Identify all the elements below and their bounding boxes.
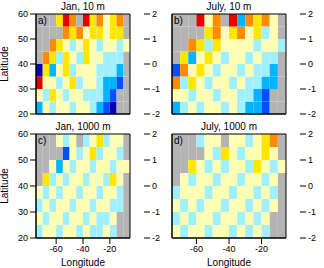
- html-text:Jan, 10 m: Jan, 10 m: [61, 1, 105, 12]
- svg-text:-60: -60: [190, 244, 203, 254]
- html-text:c): c): [38, 135, 47, 146]
- svg-text:-1: -1: [152, 207, 160, 217]
- svg-text:60: 60: [18, 9, 28, 19]
- svg-text:Latitude: Latitude: [8, 168, 10, 204]
- svg-text:40: 40: [18, 59, 28, 69]
- svg-text:50: 50: [18, 155, 28, 165]
- html-text:July, 1000 m: July, 1000 m: [201, 121, 257, 132]
- svg-text:Latitude: Latitude: [8, 46, 10, 82]
- svg-text:30: 30: [18, 84, 28, 94]
- svg-text:20: 20: [18, 109, 28, 119]
- html-text:b): b): [174, 15, 183, 26]
- svg-text:-2: -2: [152, 233, 160, 243]
- svg-text:Longitude: Longitude: [61, 257, 105, 268]
- svg-text:20: 20: [18, 233, 28, 243]
- html-text:a): a): [38, 15, 47, 26]
- svg-text:-20: -20: [255, 244, 268, 254]
- svg-text:1: 1: [308, 155, 313, 165]
- svg-text:-2: -2: [152, 109, 160, 119]
- svg-text:-2: -2: [308, 233, 316, 243]
- svg-text:50: 50: [18, 34, 28, 44]
- svg-text:-40: -40: [222, 244, 235, 254]
- svg-text:-2: -2: [308, 109, 316, 119]
- svg-text:0: 0: [152, 181, 157, 191]
- svg-text:0: 0: [308, 59, 313, 69]
- svg-text:1: 1: [308, 34, 313, 44]
- svg-text:1: 1: [152, 34, 157, 44]
- svg-text:0: 0: [308, 181, 313, 191]
- svg-text:-1: -1: [308, 207, 316, 217]
- html-text:Jan, 1000 m: Jan, 1000 m: [55, 121, 111, 132]
- svg-text:0: 0: [152, 59, 157, 69]
- svg-text:60: 60: [18, 129, 28, 139]
- svg-text:-40: -40: [76, 244, 89, 254]
- svg-text:2: 2: [152, 129, 157, 139]
- svg-text:1: 1: [152, 155, 157, 165]
- html-text:July, 10 m: July, 10 m: [206, 1, 252, 12]
- svg-text:40: 40: [18, 181, 28, 191]
- svg-text:-1: -1: [152, 84, 160, 94]
- html-text:d): d): [174, 135, 183, 146]
- svg-text:2: 2: [308, 129, 313, 139]
- svg-text:30: 30: [18, 207, 28, 217]
- svg-text:Longitude: Longitude: [207, 257, 251, 268]
- svg-text:-1: -1: [308, 84, 316, 94]
- svg-text:-20: -20: [103, 244, 116, 254]
- svg-text:-60: -60: [50, 244, 63, 254]
- svg-text:2: 2: [308, 9, 313, 19]
- svg-text:2: 2: [152, 9, 157, 19]
